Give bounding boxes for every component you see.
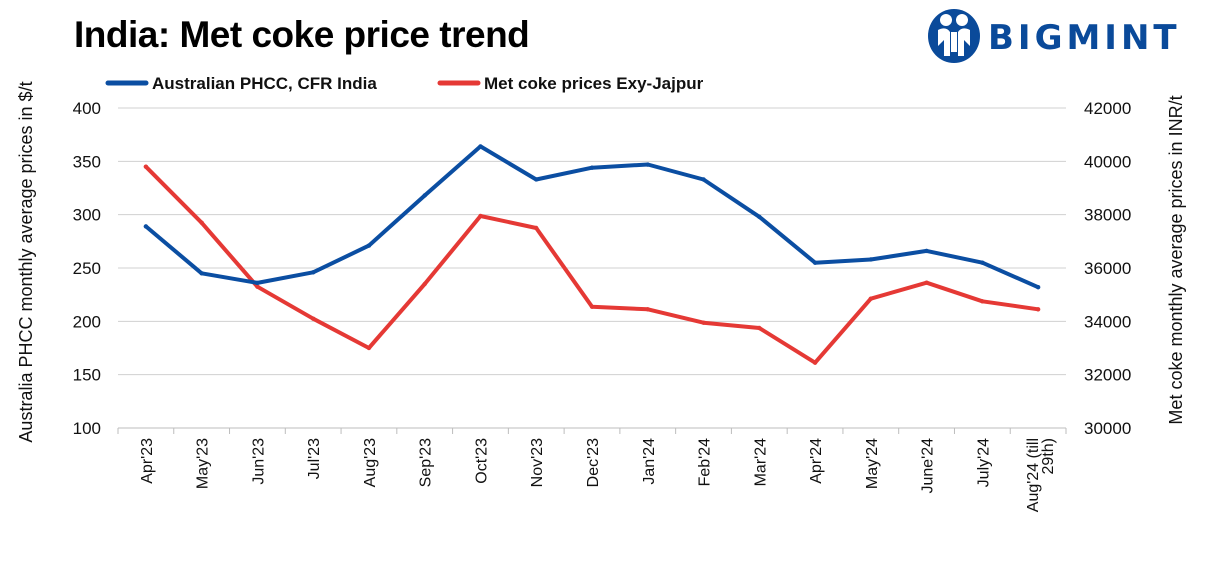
data-point [143,164,149,169]
data-point [255,280,260,286]
data-point [366,345,372,351]
data-point [422,281,427,287]
x-tick-label-group: July'24 [975,438,992,487]
x-tick-label-line2: 29th) [1040,438,1057,474]
data-point [310,316,316,321]
y-right-tick-label: 40000 [1084,152,1131,171]
data-point [589,304,595,309]
data-point [924,248,929,254]
legend: Australian PHCC, CFR India Met coke price… [105,74,704,93]
x-tick-label-group: Sep'23 [418,438,435,487]
x-tick-label: July'24 [975,438,992,487]
x-tick-label: Nov'23 [529,438,546,487]
legend-label: Met coke prices Exy-Jajpur [484,74,704,93]
x-tick-label: Oct'23 [473,438,490,484]
x-tick-label: June'24 [920,438,937,494]
data-point [868,257,874,262]
x-tick-label: Jul'23 [306,438,323,479]
x-tick-label-group: Apr'24 [808,438,825,484]
y-right-tick-label: 30000 [1084,419,1131,438]
x-tick-label: Sep'23 [418,438,435,487]
x-tick-label-group: Dec'23 [585,438,602,487]
x-tick-label: May'23 [195,438,212,489]
y-right-tick-label: 34000 [1084,312,1131,331]
gridlines [118,107,1066,376]
brand-name: BIGMINT [988,18,1181,58]
data-point [422,193,427,198]
data-point [589,165,595,170]
data-point [478,144,483,149]
x-tick-label: Aug'24 (till [1025,438,1042,512]
y-axis-left-title: Australia PHCC monthly average prices in… [16,81,36,442]
y-right-tick-label: 36000 [1084,259,1131,278]
data-point [701,177,706,182]
data-point [478,213,483,219]
x-tick-label-group: Feb'24 [697,438,714,487]
data-point [255,284,260,289]
data-point [310,270,316,275]
legend-label: Australian PHCC, CFR India [152,74,377,93]
x-tick-label: May'24 [864,438,881,489]
x-tick-label-group: Jan'24 [641,438,658,485]
x-tick-label-group: Apr'23 [139,438,156,484]
y-right-tick-label: 42000 [1084,99,1131,118]
x-axis: Apr'23 May'23 Jun'23 Jul'23 Aug'23 Sep'23 Oct'… [117,427,1067,512]
brand-logo-icon [928,9,980,63]
x-tick-label-group: Nov'23 [529,438,546,487]
data-point [1035,307,1041,312]
x-tick-label-group: June'24 [920,438,937,494]
series-lines [143,144,1041,365]
x-tick-label-group: Aug'23 [362,438,379,487]
data-point [757,325,762,331]
y-left-tick-label: 300 [73,206,101,225]
data-point [199,271,204,276]
series-line-met-coke [143,164,1041,365]
chart-title: India: Met coke price trend [74,14,530,55]
y-left-tick-label: 150 [73,366,101,385]
data-point [812,360,818,365]
data-point [757,214,762,219]
y-right-tick-label: 32000 [1084,366,1131,385]
x-tick-label-group: Jul'23 [306,438,323,479]
y-axis-right-title: Met coke monthly average prices in INR/t [1166,95,1186,424]
x-tick-label-group: Oct'23 [473,438,490,484]
x-tick-label: Apr'23 [139,438,156,484]
data-point [924,280,929,285]
x-tick-label-group: May'24 [864,438,881,489]
data-point [199,220,204,225]
data-point [366,243,372,248]
x-tick-label: Feb'24 [697,438,714,487]
data-point [1035,285,1041,290]
y-left-tick-label: 250 [73,259,101,278]
y-left-tick-label: 200 [73,312,101,331]
x-tick-label-group: Jun'23 [250,438,267,485]
data-point [868,296,874,301]
x-tick-label: Apr'24 [808,438,825,484]
data-point [980,299,985,304]
data-point [143,224,149,229]
x-tick-label-group: May'23 [195,438,212,489]
x-tick-label: Jun'23 [250,438,267,485]
left-axis: 100 150 200 250 300 350 400 [73,99,101,438]
x-tick-label: Dec'23 [585,438,602,487]
data-point [701,320,706,325]
y-left-tick-label: 400 [73,99,101,118]
brand-logo: BIGMINT [926,6,1186,66]
data-point [645,162,650,167]
data-point [534,177,539,182]
right-axis: 30000 32000 34000 36000 38000 40000 42000 [1084,99,1131,438]
data-point [645,307,650,312]
data-point [534,225,539,231]
x-tick-label: Jan'24 [641,438,658,485]
y-right-tick-label: 38000 [1084,206,1131,225]
x-tick-label: Mar'24 [752,438,769,487]
x-tick-label: Aug'23 [362,438,379,487]
x-tick-label-group: Mar'24 [752,438,769,487]
y-left-tick-label: 100 [73,419,101,438]
data-point [980,260,985,265]
data-point [812,260,818,265]
y-left-tick-label: 350 [73,152,101,171]
